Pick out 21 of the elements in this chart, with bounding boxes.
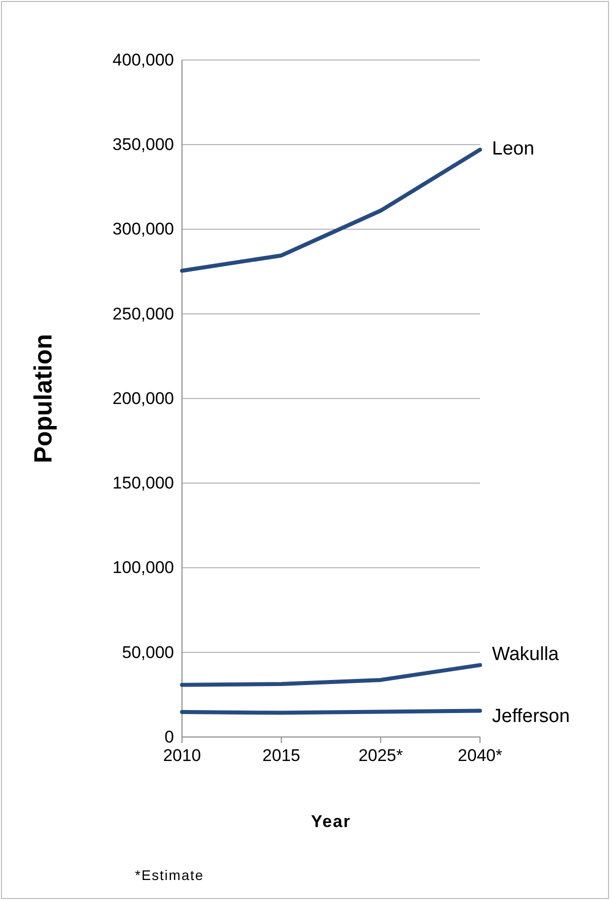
x-tick-label: 2025* [358, 746, 404, 766]
y-tick-label: 100,000 [112, 558, 174, 578]
line-series [180, 663, 482, 687]
y-tick-label: 250,000 [112, 304, 174, 324]
x-axis-title: Year [311, 812, 351, 831]
y-tick-label: 300,000 [112, 220, 174, 239]
y-tick-label: 0 [164, 727, 174, 746]
y-axis-title: Population [30, 334, 58, 464]
y-tick-label: 400,000 [112, 50, 174, 70]
x-tick-label: 2010 [163, 746, 201, 766]
y-tick-label: 350,000 [112, 135, 174, 154]
text: *Estimate [135, 867, 204, 883]
y-tick-label: 50,000 [122, 642, 174, 662]
series-label: Jefferson [492, 706, 570, 727]
y-tick-label: 200,000 [112, 388, 174, 408]
y-tick-label: 150,000 [112, 474, 174, 493]
x-tick-label: 2015 [262, 746, 300, 766]
series-label: Wakulla [492, 644, 560, 666]
series-label: Leon [492, 138, 534, 160]
x-tick-label: 2040* [458, 746, 503, 766]
line-series [180, 148, 482, 273]
